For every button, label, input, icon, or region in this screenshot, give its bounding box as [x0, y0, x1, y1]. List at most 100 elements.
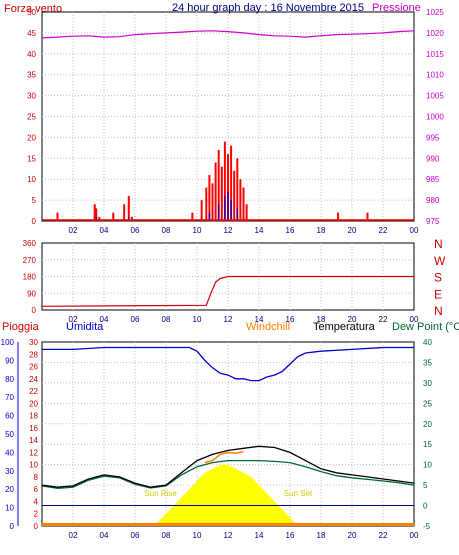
wind-bar [191, 212, 194, 221]
sunrise-label: Sun Rise [144, 489, 177, 498]
direction-tick-label: 360 [23, 239, 37, 248]
wind-bar [200, 200, 203, 221]
humidity-axis-label: Umidita [66, 321, 104, 333]
dewpoint-series-line [41, 459, 415, 490]
x-tick-label: 22 [379, 226, 388, 235]
temperature-tick-label: 35 [423, 358, 432, 367]
pressure-tick-label: 995 [426, 133, 440, 142]
pressure-tick-label: 1020 [426, 29, 444, 38]
pressure-tick-label: 975 [426, 217, 440, 226]
temperature-tick-label: 25 [423, 399, 432, 408]
wind-bar [223, 141, 226, 221]
humidity-tick-label: 20 [5, 485, 14, 494]
humidity-tick-label: 40 [5, 448, 14, 457]
x-tick-label: 00 [410, 315, 419, 324]
wind-bar [337, 212, 340, 221]
wind-bar [98, 216, 101, 221]
direction-tick-label: 0 [32, 306, 37, 315]
temperature-tick-label: 30 [423, 379, 432, 388]
wind-bar [236, 158, 239, 221]
wind-pressure-panel: 02 04 06 08 10 12 14 16 18 20 22 000510152025303540… [27, 8, 444, 235]
wind-tick-label: 20 [27, 133, 36, 142]
wind-bar [95, 208, 98, 221]
gust-bar [128, 216, 130, 221]
graph-title: 24 hour graph day : 16 Novembre 2015 [172, 2, 364, 14]
temperature-tick-label: 0 [423, 502, 428, 511]
wind-bar [230, 145, 233, 221]
wind-bar [93, 204, 96, 221]
wind-bar [227, 154, 229, 221]
pressure-series-line [41, 30, 415, 39]
wind-bar [130, 216, 133, 221]
humidity-tick-label: 100 [1, 338, 15, 347]
rain-tick-label: 20 [29, 399, 38, 408]
rain-axis-label: Pioggia [2, 321, 40, 333]
wind-bar [205, 187, 208, 221]
rain-tick-label: 16 [29, 424, 38, 433]
pressure-tick-label: 1005 [426, 92, 444, 101]
wind-tick-label: 0 [32, 217, 37, 226]
x-tick-label: 04 [100, 531, 109, 540]
rain-tick-label: 28 [29, 350, 38, 359]
gust-bar [227, 191, 229, 221]
rain-tick-label: 8 [34, 473, 39, 482]
x-tick-label: 02 [69, 315, 78, 324]
wind-bar [56, 212, 59, 221]
rain-tick-label: 0 [34, 522, 39, 531]
humidity-tick-label: 0 [10, 522, 15, 531]
humidity-tick-label: 50 [5, 430, 14, 439]
pressure-tick-label: 985 [426, 175, 440, 184]
rain-tick-label: 2 [34, 510, 39, 519]
x-tick-label: 12 [224, 315, 233, 324]
wind-tick-label: 40 [27, 50, 36, 59]
x-tick-label: 18 [317, 531, 326, 540]
gust-bar [208, 212, 210, 221]
x-tick-label: 08 [162, 531, 171, 540]
direction-tick-label: 90 [27, 289, 36, 298]
compass-label: W [434, 254, 446, 268]
x-tick-label: 02 [69, 531, 78, 540]
x-tick-label: 00 [410, 226, 419, 235]
rain-tick-label: 26 [29, 363, 38, 372]
x-tick-label: 08 [162, 315, 171, 324]
wind-tick-label: 10 [27, 175, 36, 184]
x-tick-label: 04 [100, 315, 109, 324]
temperature-tick-label: -5 [423, 522, 431, 531]
rain-tick-label: 6 [34, 485, 39, 494]
x-tick-label: 12 [224, 226, 233, 235]
temperature-tick-label: 10 [423, 461, 432, 470]
wind-bar [245, 204, 248, 221]
compass-label: N [434, 237, 443, 251]
x-tick-label: 16 [286, 226, 295, 235]
x-tick-label: 02 [69, 226, 78, 235]
gust-bar [236, 208, 238, 221]
pressure-axis-label: Pressione [372, 2, 421, 14]
x-tick-label: 12 [224, 531, 233, 540]
humidity-tick-label: 80 [5, 375, 14, 384]
gust-bar [95, 216, 97, 221]
pressure-tick-label: 990 [426, 154, 440, 163]
x-tick-label: 22 [379, 315, 388, 324]
wind-bar [208, 175, 211, 221]
wind-tick-label: 50 [27, 8, 36, 17]
x-tick-label: 14 [255, 531, 264, 540]
x-tick-label: 08 [162, 226, 171, 235]
pressure-tick-label: 980 [426, 196, 440, 205]
temperature-tick-label: 15 [423, 440, 432, 449]
humidity-tick-label: 30 [5, 467, 14, 476]
rain-tick-label: 14 [29, 436, 38, 445]
x-tick-label: 14 [255, 315, 264, 324]
humidity-tick-label: 90 [5, 356, 14, 365]
x-tick-label: 10 [193, 531, 202, 540]
gust-bar [224, 195, 226, 221]
x-tick-label: 18 [317, 315, 326, 324]
wind-bar [366, 212, 369, 221]
x-tick-label: 06 [131, 226, 140, 235]
wind-bar [220, 166, 223, 221]
gust-bar [230, 200, 232, 221]
humidity-series-line [42, 346, 414, 382]
x-tick-label: 18 [317, 226, 326, 235]
x-tick-label: 22 [379, 531, 388, 540]
direction-tick-label: 180 [23, 273, 37, 282]
